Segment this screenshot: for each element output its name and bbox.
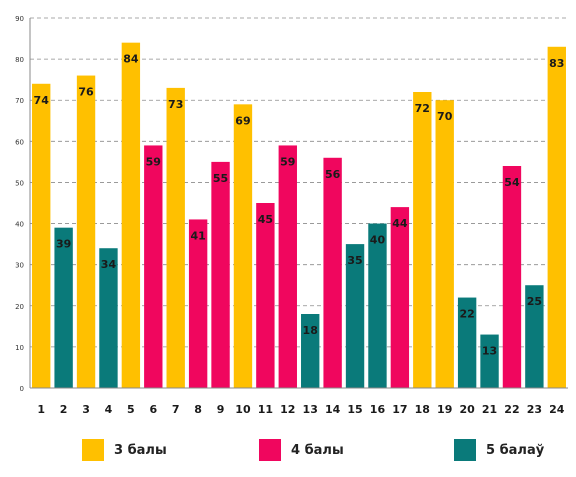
- data-label-8: 41: [190, 229, 205, 242]
- data-label-2: 39: [56, 238, 71, 251]
- legend-label-5: 5 балаў: [486, 442, 545, 458]
- x-tick-label-8: 8: [194, 403, 202, 416]
- x-tick-label-4: 4: [105, 403, 113, 416]
- y-tick-label: 10: [15, 344, 24, 352]
- y-tick-label: 70: [15, 97, 24, 105]
- y-tick-label: 50: [15, 179, 24, 187]
- bar-6: [144, 145, 163, 388]
- legend-item-5: 5 балаў: [454, 437, 544, 463]
- x-tick-label-2: 2: [60, 403, 68, 416]
- y-tick-label: 60: [15, 138, 24, 146]
- bar-9: [211, 161, 230, 388]
- data-label-17: 44: [392, 217, 408, 230]
- bar-4: [99, 248, 118, 388]
- x-tick-label-17: 17: [392, 403, 407, 416]
- x-tick-label-5: 5: [127, 403, 135, 416]
- legend-item-4: 4 балы: [259, 437, 344, 463]
- x-tick-label-9: 9: [217, 403, 225, 416]
- data-label-23: 25: [527, 295, 542, 308]
- data-label-21: 13: [482, 345, 497, 358]
- bar-1: [32, 83, 51, 389]
- gridlines: [30, 17, 568, 348]
- bar-14: [323, 157, 342, 388]
- bar-5: [121, 42, 141, 389]
- y-tick-label: 30: [15, 262, 24, 270]
- y-tick-label: 40: [15, 221, 24, 229]
- data-label-5: 84: [123, 53, 139, 66]
- bar-22: [502, 166, 522, 388]
- legend: 3 балы 4 балы 5 балаў: [0, 437, 576, 467]
- legend-swatch-5: [454, 439, 476, 461]
- y-tick-label: 20: [15, 303, 24, 311]
- data-labels: 74 39 76 34 84 59 73 41 55 69 45 59 18 56 35 40 44 72 70 22…: [34, 53, 565, 358]
- x-tick-label-14: 14: [325, 403, 341, 416]
- x-tick-label-23: 23: [527, 403, 542, 416]
- bar-23: [525, 285, 544, 388]
- y-axis-ticks: 0 10 20 30 40 50 60 70 80 90: [15, 15, 24, 393]
- data-label-14: 56: [325, 168, 341, 181]
- bar-11: [256, 203, 275, 388]
- data-label-10: 69: [235, 114, 250, 127]
- y-tick-label: 90: [15, 15, 24, 23]
- data-label-20: 22: [459, 308, 474, 321]
- x-tick-label-3: 3: [82, 403, 90, 416]
- data-label-19: 70: [437, 110, 453, 123]
- x-tick-label-15: 15: [347, 403, 362, 416]
- bar-18: [413, 92, 432, 388]
- bar-15: [345, 244, 365, 388]
- bar-10: [233, 104, 253, 388]
- x-tick-label-19: 19: [437, 403, 452, 416]
- bar-12: [278, 145, 297, 388]
- data-label-15: 35: [347, 254, 362, 267]
- bar-19: [435, 100, 454, 388]
- x-tick-label-10: 10: [235, 403, 251, 416]
- x-axis-ticks: 1 2 3 4 5 6 7 8 9 10 11 12 13 14 15 16 17 18 19 20 21 22 23 24: [37, 403, 564, 416]
- x-tick-label-22: 22: [504, 403, 519, 416]
- x-tick-label-16: 16: [370, 403, 386, 416]
- bar-3: [76, 75, 96, 389]
- x-tick-label-6: 6: [149, 403, 157, 416]
- data-label-16: 40: [370, 234, 386, 247]
- bar-8: [188, 219, 208, 388]
- bars: [32, 42, 566, 389]
- bar-13: [301, 314, 320, 388]
- x-tick-label-21: 21: [482, 403, 497, 416]
- legend-swatch-4: [259, 439, 281, 461]
- bar-17: [390, 207, 410, 388]
- data-label-9: 55: [213, 172, 228, 185]
- bar-21: [480, 334, 499, 388]
- x-tick-label-11: 11: [258, 403, 273, 416]
- bar-2: [54, 227, 73, 388]
- bar-20: [457, 297, 477, 388]
- x-tick-label-20: 20: [459, 403, 475, 416]
- data-label-7: 73: [168, 98, 183, 111]
- data-label-6: 59: [146, 155, 161, 168]
- x-tick-label-1: 1: [37, 403, 45, 416]
- x-tick-label-7: 7: [172, 403, 180, 416]
- legend-label-3: 3 балы: [114, 442, 167, 458]
- data-label-24: 83: [549, 57, 564, 70]
- x-tick-label-13: 13: [303, 403, 318, 416]
- bar-16: [368, 223, 387, 388]
- y-tick-label: 0: [20, 385, 24, 393]
- data-label-12: 59: [280, 155, 295, 168]
- data-label-3: 76: [78, 86, 94, 99]
- y-tick-label: 80: [15, 56, 24, 64]
- data-label-13: 18: [303, 324, 318, 337]
- legend-label-4: 4 балы: [291, 442, 344, 458]
- x-tick-label-24: 24: [549, 403, 565, 416]
- data-label-11: 45: [258, 213, 273, 226]
- legend-item-3: 3 балы: [82, 437, 167, 463]
- data-label-1: 74: [34, 94, 50, 107]
- bar-7: [166, 87, 185, 388]
- legend-swatch-3: [82, 439, 104, 461]
- data-label-4: 34: [101, 258, 117, 271]
- bar-24: [547, 46, 566, 389]
- data-label-22: 54: [504, 176, 520, 189]
- x-tick-label-12: 12: [280, 403, 295, 416]
- x-tick-label-18: 18: [415, 403, 430, 416]
- data-label-18: 72: [415, 102, 430, 115]
